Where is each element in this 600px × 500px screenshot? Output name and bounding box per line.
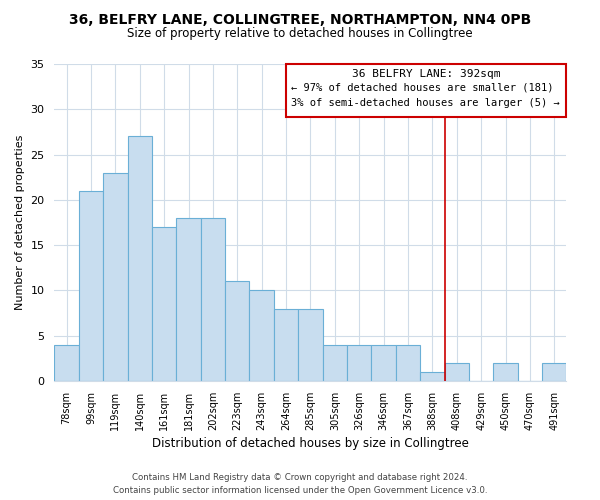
Bar	[420, 372, 445, 381]
Bar	[274, 308, 298, 381]
Bar	[55, 344, 79, 381]
Text: Contains HM Land Registry data © Crown copyright and database right 2024.
Contai: Contains HM Land Registry data © Crown c…	[113, 473, 487, 495]
Bar	[298, 308, 323, 381]
Bar	[347, 344, 371, 381]
Bar	[445, 363, 469, 381]
Text: 36, BELFRY LANE, COLLINGTREE, NORTHAMPTON, NN4 0PB: 36, BELFRY LANE, COLLINGTREE, NORTHAMPTO…	[69, 12, 531, 26]
Bar	[152, 227, 176, 381]
Bar	[79, 191, 103, 381]
FancyBboxPatch shape	[286, 64, 566, 116]
Y-axis label: Number of detached properties: Number of detached properties	[15, 135, 25, 310]
Bar	[250, 290, 274, 381]
Bar	[128, 136, 152, 381]
Bar	[542, 363, 566, 381]
Bar	[493, 363, 518, 381]
Bar	[323, 344, 347, 381]
Text: Size of property relative to detached houses in Collingtree: Size of property relative to detached ho…	[127, 28, 473, 40]
Bar	[225, 282, 250, 381]
Bar	[371, 344, 396, 381]
Text: 36 BELFRY LANE: 392sqm: 36 BELFRY LANE: 392sqm	[352, 68, 500, 78]
Text: 3% of semi-detached houses are larger (5) →: 3% of semi-detached houses are larger (5…	[291, 98, 560, 108]
X-axis label: Distribution of detached houses by size in Collingtree: Distribution of detached houses by size …	[152, 437, 469, 450]
Bar	[201, 218, 225, 381]
Bar	[176, 218, 201, 381]
Bar	[103, 172, 128, 381]
Bar	[396, 344, 420, 381]
Text: ← 97% of detached houses are smaller (181): ← 97% of detached houses are smaller (18…	[291, 82, 553, 92]
